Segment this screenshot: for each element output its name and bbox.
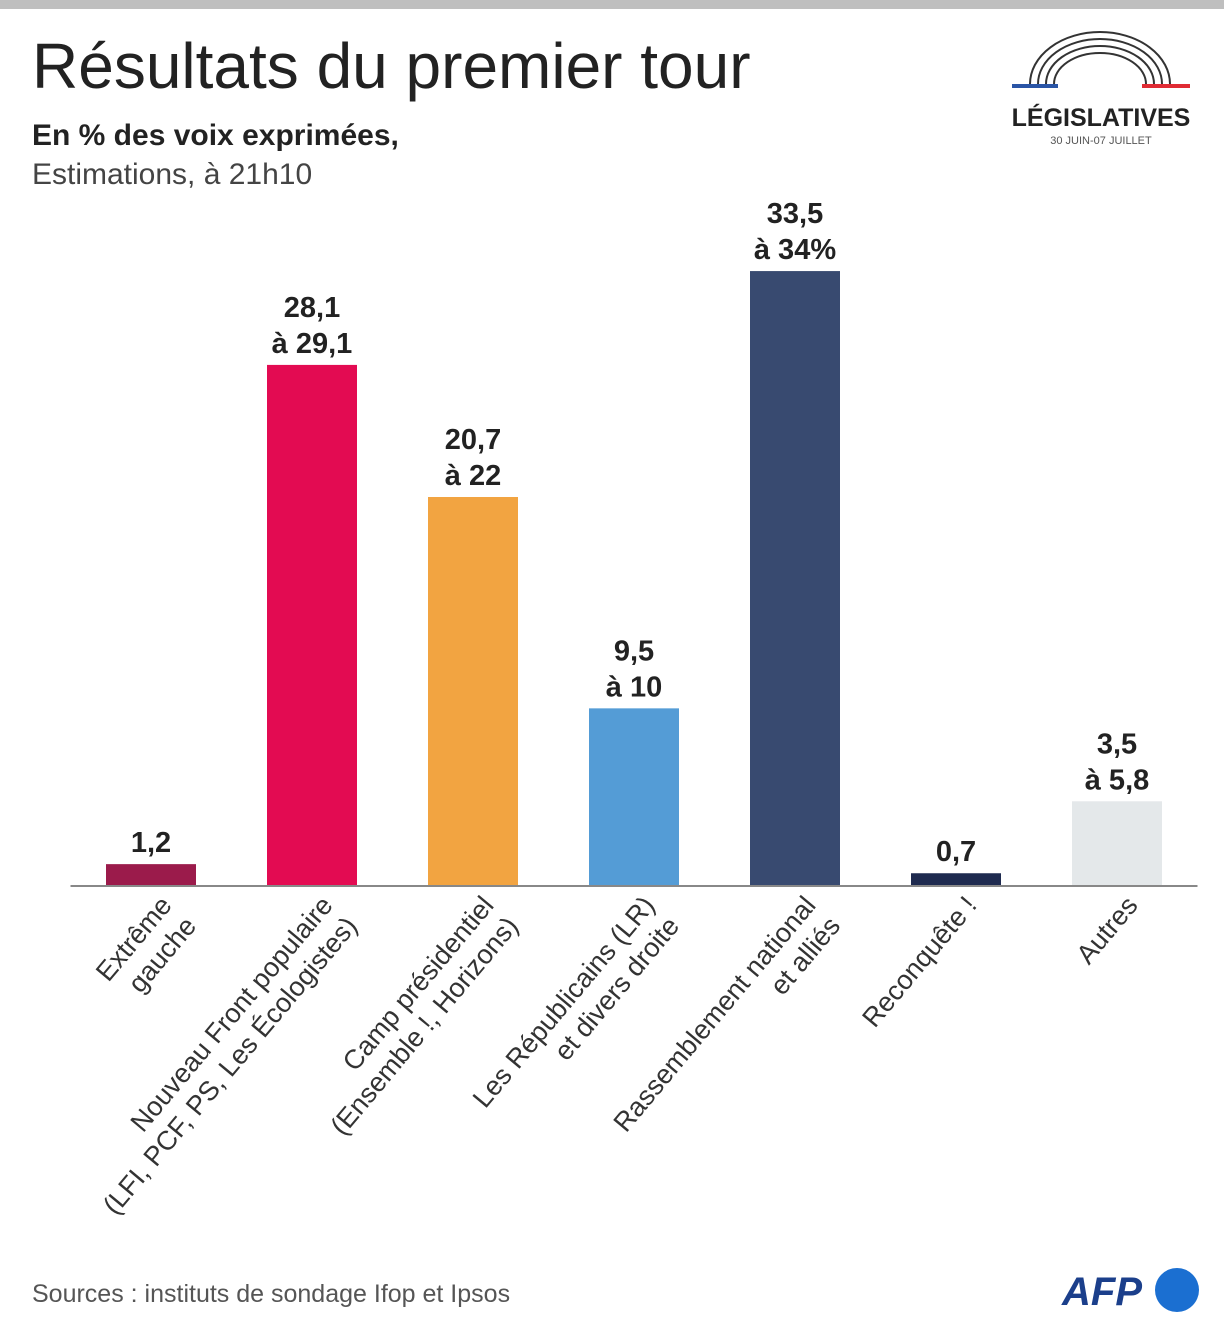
bar <box>911 873 1001 886</box>
value-label: 33,5 à 34% <box>754 198 836 266</box>
top-rule <box>0 0 1224 9</box>
value-label: 0,7 <box>936 836 976 868</box>
chart-note: Estimations, à 21h10 <box>32 158 312 191</box>
x-tick-label: Rassemblement nationalet alliés <box>608 891 847 1158</box>
value-label: 3,5 à 5,8 <box>1085 728 1150 796</box>
logo <box>1012 31 1190 88</box>
value-label: 28,1 à 29,1 <box>272 292 353 360</box>
value-label: 1,2 <box>131 827 171 859</box>
logo-title: LÉGISLATIVES <box>1012 103 1191 132</box>
bar <box>106 864 196 886</box>
bar <box>589 708 679 886</box>
logo-dates: 30 JUIN-07 JUILLET <box>1050 135 1152 147</box>
chart-subtitle: En % des voix exprimées, <box>32 119 399 152</box>
x-tick-label: Extrêmegauche <box>90 891 202 1008</box>
bar <box>1072 801 1162 886</box>
chart-title: Résultats du premier tour <box>32 30 751 102</box>
value-label: 20,7 à 22 <box>445 424 501 492</box>
value-label: 9,5 à 10 <box>606 635 662 703</box>
bar <box>428 497 518 886</box>
credit-dot <box>1155 1268 1199 1312</box>
bar <box>750 271 840 886</box>
credit: AFP <box>1061 1270 1142 1314</box>
x-tick-label: Autres <box>1070 891 1143 970</box>
x-tick-label: Reconquête ! <box>856 891 982 1033</box>
bar <box>267 364 357 887</box>
source: Sources : instituts de sondage Ifop et I… <box>32 1280 510 1308</box>
